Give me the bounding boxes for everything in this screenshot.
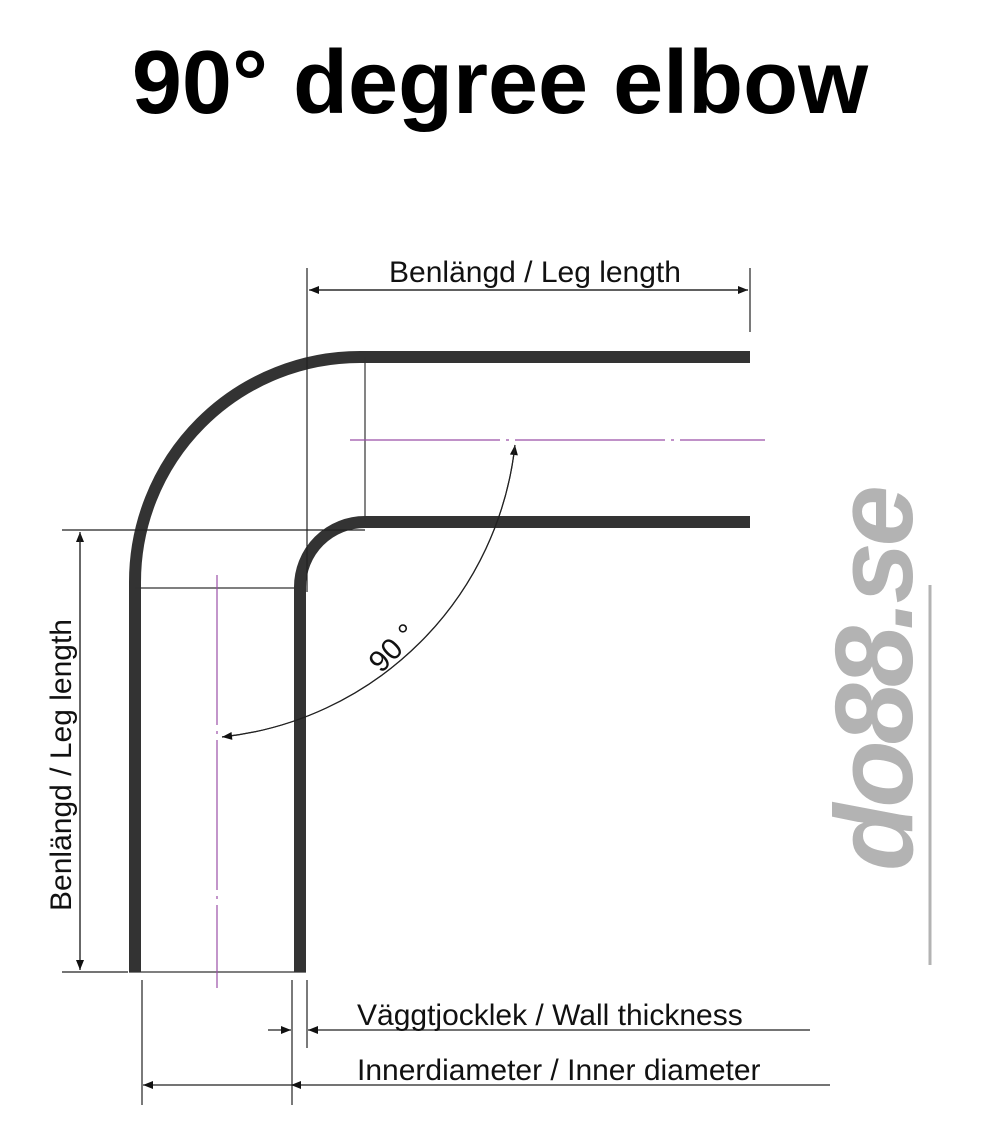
svg-text:do88.se: do88.se	[813, 487, 936, 870]
wall-thickness-label: Väggtjocklek / Wall thickness	[357, 999, 743, 1032]
outer-wall	[129, 351, 750, 972]
angle-arc-start	[221, 444, 516, 740]
diagram-title: 90° degree elbow	[131, 33, 869, 133]
angle-arc	[221, 444, 518, 738]
pipe	[129, 351, 750, 972]
leg-length-left-label: Benlängd / Leg length	[45, 619, 78, 911]
leg-length-top-label: Benlängd / Leg length	[389, 256, 681, 289]
inner-diameter-label: Innerdiameter / Inner diameter	[357, 1054, 761, 1087]
inner-wall	[294, 516, 750, 972]
angle-label: 90 °	[363, 618, 424, 679]
do88-logo: do88.se	[813, 487, 936, 965]
